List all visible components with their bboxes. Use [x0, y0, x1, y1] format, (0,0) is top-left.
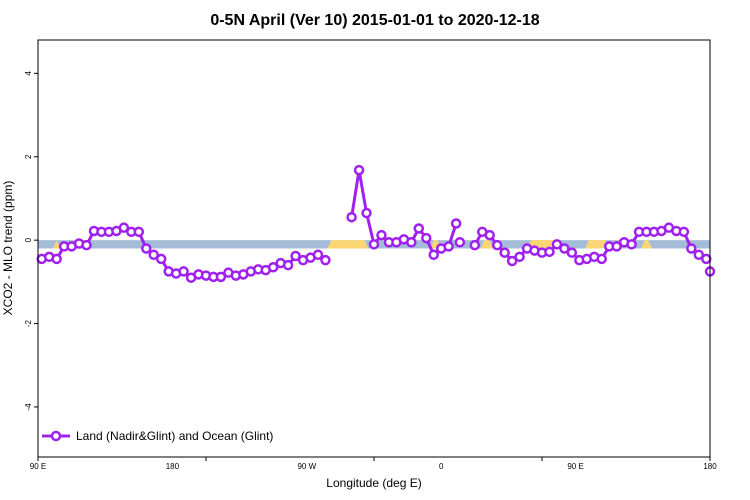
y-tick-label: 0 [24, 237, 33, 242]
data-point [178, 266, 189, 277]
data-point [421, 232, 432, 244]
x-tick-label: 90 E [30, 462, 46, 471]
data-point [81, 239, 92, 251]
data-point [701, 253, 712, 265]
land-band-segment [52, 240, 61, 249]
x-tick-label: 90 E [567, 462, 583, 471]
y-tick-label: 4 [24, 71, 33, 76]
data-point [133, 226, 145, 238]
legend-marker-swatch [50, 430, 62, 442]
y-tick-label: 2 [24, 154, 33, 159]
data-point [368, 239, 380, 250]
data-point [413, 223, 425, 234]
data-point [376, 229, 387, 241]
data-point [141, 243, 152, 254]
data-point [312, 249, 324, 261]
x-tick-label: 180 [703, 462, 717, 471]
data-point [491, 239, 503, 251]
data-point [686, 243, 697, 254]
data-point [551, 239, 563, 250]
data-point [626, 239, 637, 250]
series-layer [36, 164, 716, 283]
x-axis: 90 E 180 90 W 0 90 E 180 [30, 457, 717, 471]
data-point [155, 253, 167, 265]
data-point [484, 229, 495, 241]
data-point [566, 247, 578, 258]
data-point [559, 243, 570, 254]
data-point [282, 259, 294, 271]
data-point [320, 254, 331, 266]
x-tick-label: 180 [166, 462, 180, 471]
data-point [443, 241, 454, 252]
data-point [51, 253, 62, 265]
data-point [361, 207, 372, 219]
chart-title: 0-5N April (Ver 10) 2015-01-01 to 2020-1… [210, 12, 539, 29]
x-axis-label: Longitude (deg E) [326, 476, 421, 490]
data-point [290, 250, 301, 262]
data-point [406, 236, 417, 248]
y-tick-label: -2 [24, 319, 33, 327]
data-point [346, 211, 357, 223]
land-band-segment [327, 240, 369, 249]
data-point [544, 246, 555, 258]
legend: Land (Nadir&Glint) and Ocean (Glint) [42, 429, 273, 443]
y-axis: -4 -2 0 2 4 [24, 71, 38, 411]
land-band-segment [584, 240, 610, 249]
data-point [428, 249, 439, 261]
y-axis-label: XCO2 - MLO trend (ppm) [1, 181, 15, 316]
data-point [611, 241, 622, 252]
data-point [693, 249, 705, 261]
data-point [148, 249, 159, 261]
land-band-segment [640, 240, 653, 249]
data-point [215, 271, 227, 283]
data-point [499, 247, 510, 258]
data-point [469, 239, 481, 251]
x-tick-label: 0 [439, 462, 444, 471]
y-tick-label: -4 [24, 403, 33, 411]
data-point [450, 218, 462, 229]
land-band-segment [480, 240, 494, 249]
x-tick-label: 90 W [297, 462, 316, 471]
data-point [267, 262, 279, 273]
data-point [678, 226, 690, 238]
data-point [353, 164, 365, 176]
data-point [118, 222, 130, 233]
data-point [596, 253, 607, 265]
legend-label: Land (Nadir&Glint) and Ocean (Glint) [76, 429, 273, 443]
data-point [454, 236, 466, 248]
data-point [506, 255, 518, 267]
data-point [514, 251, 525, 263]
